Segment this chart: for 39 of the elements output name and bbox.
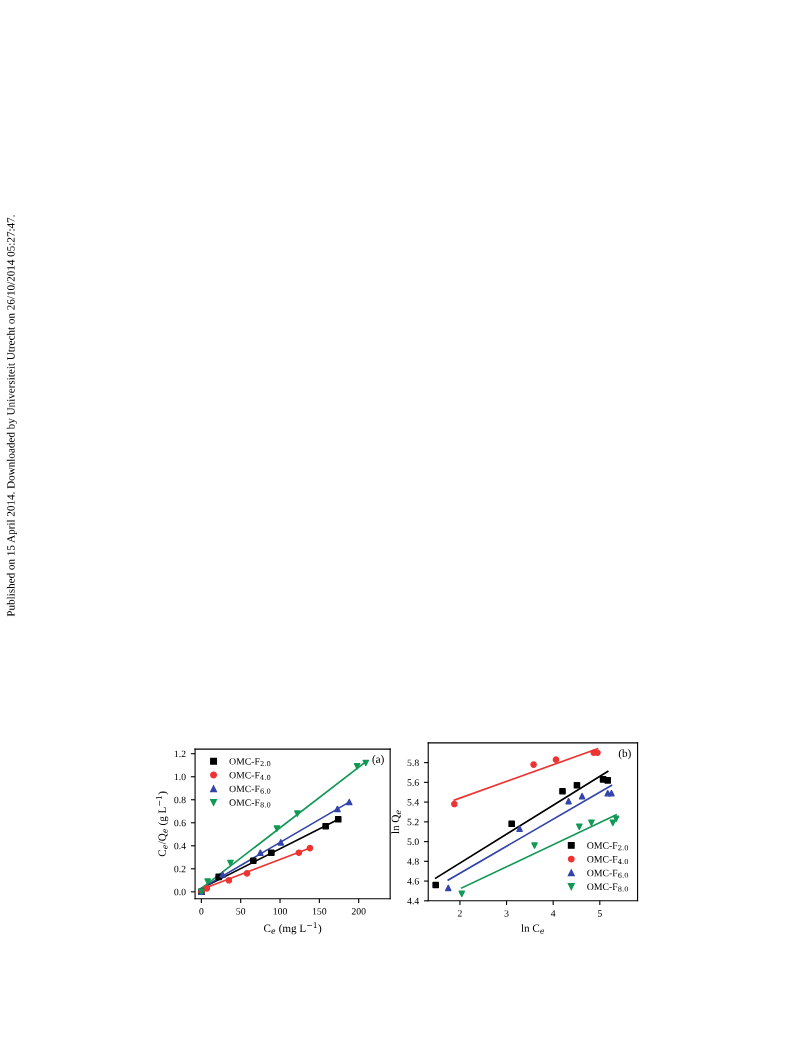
y-tick-label: 1.0 (174, 773, 186, 781)
y-axis-title: ln Q$_{e}$ (391, 810, 401, 834)
y-tick-label: 0.0 (174, 888, 186, 896)
legend-label: OMC-F$_{2.0}$ (587, 842, 629, 851)
x-tick-label: 3 (504, 910, 509, 917)
legend-label: OMC-F$_{4.0}$ (229, 771, 271, 780)
y-tick-label: 0.6 (174, 819, 186, 827)
y-tick-label: 1.2 (174, 750, 186, 758)
x-tick-label: 200 (351, 908, 366, 915)
x-tick-label: 4 (550, 910, 556, 917)
y-tick-label: 5.0 (407, 838, 419, 846)
x-axis-title: C$_{e}$ (mg L$^{−1}$) (263, 922, 322, 935)
legend-label: OMC-F$_{6.0}$ (587, 869, 629, 878)
x-tick-label: 50 (236, 908, 246, 915)
x-tick-label: 100 (273, 908, 287, 915)
legend-label: OMC-F$_{6.0}$ (229, 785, 271, 794)
legend-label: OMC-F$_{8.0}$ (229, 799, 271, 808)
y-tick-label: 5.4 (407, 799, 420, 806)
legend-label: OMC-F$_{4.0}$ (587, 856, 629, 865)
x-axis-title: ln C$_{e}$ (521, 924, 545, 934)
y-tick-label: 4.8 (407, 858, 419, 865)
y-tick-label: 5.8 (407, 759, 419, 767)
y-tick-label: 0.2 (174, 865, 186, 873)
text: Published on 15 April 2014. Downloaded by Universiteit Utrecht on 26/10/2014 05:27:47. (6, 215, 17, 617)
x-tick-label: 5 (597, 910, 602, 917)
x-tick-label: 0 (199, 908, 204, 915)
x-tick-label: 150 (312, 908, 327, 915)
x-tick-label: 2 (457, 910, 462, 917)
annotation: (b) (618, 749, 631, 760)
legend-label: OMC-F$_{8.0}$ (587, 883, 629, 892)
y-tick-label: 0.8 (174, 796, 186, 804)
annotation: (a) (372, 755, 384, 766)
y-axis-title: C$_{e}$/Q$_{e}$ (g L$^{−1}$) (156, 791, 169, 857)
y-tick-label: 5.2 (407, 818, 419, 826)
legend-label: OMC-F$_{2.0}$ (229, 758, 271, 767)
y-tick-label: 4.4 (407, 897, 420, 905)
y-tick-label: 0.4 (174, 842, 186, 850)
y-tick-label: 5.6 (407, 779, 419, 786)
y-tick-label: 4.6 (407, 878, 419, 885)
